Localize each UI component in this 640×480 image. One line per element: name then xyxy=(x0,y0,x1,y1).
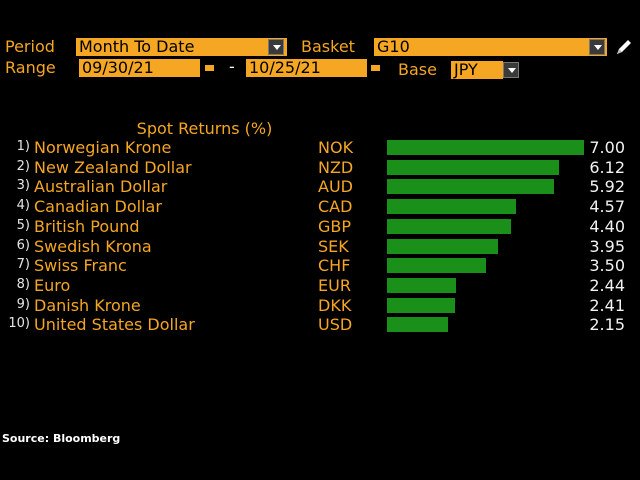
source-note: Source: Bloomberg xyxy=(2,432,121,445)
return-value: 4.57 xyxy=(589,197,625,217)
table-row[interactable]: 7) Swiss Franc CHF 3.50 xyxy=(0,256,640,275)
return-value: 2.44 xyxy=(589,275,625,295)
table-row[interactable]: 8) Euro EUR 2.44 xyxy=(0,276,640,295)
end-calendar-icon[interactable] xyxy=(369,60,383,74)
row-rank: 10) xyxy=(8,316,30,332)
currency-name[interactable]: Canadian Dollar xyxy=(34,197,162,217)
return-value: 3.95 xyxy=(589,236,625,256)
range-label: Range xyxy=(5,58,56,77)
currency-code: AUD xyxy=(318,177,353,197)
start-calendar-icon[interactable] xyxy=(203,60,217,74)
currency-name[interactable]: Euro xyxy=(34,275,71,295)
start-date-value: 09/30/21 xyxy=(82,59,154,77)
return-value: 5.92 xyxy=(589,177,625,197)
row-rank: 7) xyxy=(16,257,30,273)
base-value: JPY xyxy=(454,61,478,79)
return-bar xyxy=(387,199,516,215)
table-row[interactable]: 10) United States Dollar USD 2.15 xyxy=(0,315,640,334)
row-rank: 2) xyxy=(16,158,30,174)
end-date-value: 10/25/21 xyxy=(249,59,321,77)
period-label: Period xyxy=(5,37,55,56)
basket-label: Basket xyxy=(301,37,355,56)
currency-code: USD xyxy=(318,315,353,335)
end-date-input[interactable]: 10/25/21 xyxy=(246,59,367,77)
table-row[interactable]: 1) Norwegian Krone NOK 7.00 xyxy=(0,138,640,157)
chart-title: Spot Returns (%) xyxy=(136,119,273,138)
currency-name[interactable]: Danish Krone xyxy=(34,295,141,315)
return-bar xyxy=(387,258,486,274)
base-chevron-down-icon[interactable] xyxy=(503,62,519,78)
currency-code: NZD xyxy=(318,157,354,177)
table-row[interactable]: 6) Swedish Krona SEK 3.95 xyxy=(0,237,640,256)
currency-name[interactable]: Norwegian Krone xyxy=(34,138,172,157)
start-date-input[interactable]: 09/30/21 xyxy=(79,59,200,77)
return-value: 2.15 xyxy=(589,315,625,335)
return-bar xyxy=(387,297,455,313)
currency-name[interactable]: Swedish Krona xyxy=(34,236,152,256)
table-row[interactable]: 4) Canadian Dollar CAD 4.57 xyxy=(0,197,640,216)
currency-name[interactable]: United States Dollar xyxy=(34,315,195,335)
row-rank: 4) xyxy=(16,198,30,214)
date-separator: - xyxy=(229,57,235,76)
basket-value: G10 xyxy=(377,38,410,56)
return-value: 6.12 xyxy=(589,157,625,177)
base-dropdown[interactable]: JPY xyxy=(451,61,503,79)
return-bar xyxy=(387,317,448,333)
return-bar xyxy=(387,218,511,234)
period-dropdown[interactable]: Month To Date xyxy=(76,38,287,56)
return-bar xyxy=(387,277,456,293)
row-rank: 5) xyxy=(16,217,30,233)
return-value: 2.41 xyxy=(589,295,625,315)
table-row[interactable]: 3) Australian Dollar AUD 5.92 xyxy=(0,177,640,196)
pencil-icon[interactable] xyxy=(614,37,634,57)
currency-code: GBP xyxy=(318,216,352,236)
period-value: Month To Date xyxy=(79,38,195,56)
table-row[interactable]: 5) British Pound GBP 4.40 xyxy=(0,217,640,236)
table-row[interactable]: 9) Danish Krone DKK 2.41 xyxy=(0,296,640,315)
row-rank: 6) xyxy=(16,237,30,253)
currency-name[interactable]: Swiss Franc xyxy=(34,256,127,276)
basket-chevron-down-icon[interactable] xyxy=(589,39,605,55)
currency-code: CHF xyxy=(318,256,351,276)
currency-code: NOK xyxy=(318,138,354,157)
currency-name[interactable]: New Zealand Dollar xyxy=(34,157,192,177)
return-bar xyxy=(387,179,554,195)
return-bar xyxy=(387,238,498,254)
return-value: 3.50 xyxy=(589,256,625,276)
return-value: 7.00 xyxy=(589,138,625,157)
row-rank: 3) xyxy=(16,178,30,194)
currency-code: SEK xyxy=(318,236,349,256)
row-rank: 9) xyxy=(16,296,30,312)
row-rank: 1) xyxy=(16,139,30,154)
base-label: Base xyxy=(398,60,437,79)
currency-name[interactable]: British Pound xyxy=(34,216,140,236)
currency-code: CAD xyxy=(318,197,353,217)
return-value: 4.40 xyxy=(589,216,625,236)
table-row[interactable]: 2) New Zealand Dollar NZD 6.12 xyxy=(0,158,640,177)
currency-name[interactable]: Australian Dollar xyxy=(34,177,168,197)
currency-code: EUR xyxy=(318,275,351,295)
return-bar xyxy=(387,140,584,155)
return-bar xyxy=(387,159,559,175)
period-chevron-down-icon[interactable] xyxy=(268,39,284,55)
currency-code: DKK xyxy=(318,295,352,315)
row-rank: 8) xyxy=(16,276,30,292)
basket-dropdown[interactable]: G10 xyxy=(374,38,607,56)
